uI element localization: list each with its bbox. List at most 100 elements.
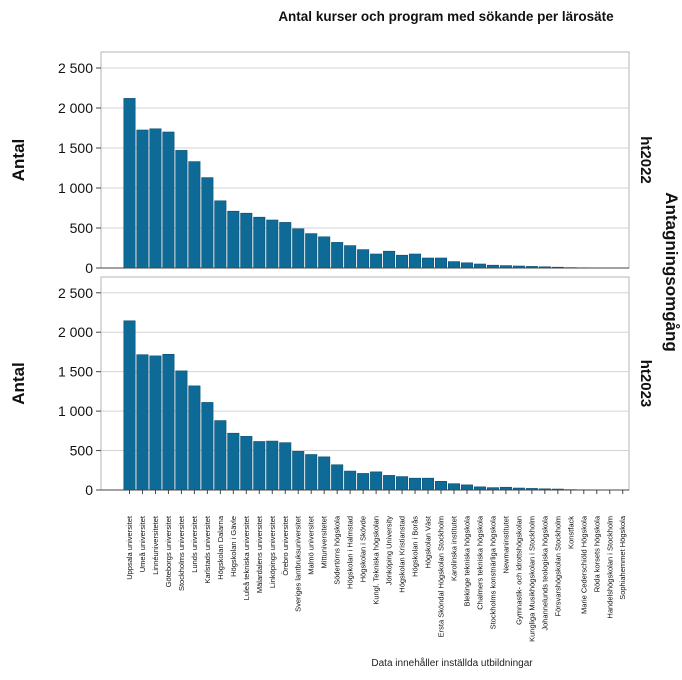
bar: Högskolan Kristianstad: 170 xyxy=(396,477,407,490)
x-tick-label: Chalmers tekniska högskola xyxy=(475,515,484,610)
x-tick-label: Sveriges lantbruksuniversitet xyxy=(294,515,303,612)
bar: Linköpings universitet: 620 xyxy=(267,441,278,490)
bar: Ersta Sköndal Högskolan Stockholm: 110 xyxy=(435,481,446,490)
bar: Kungl. Tekniska högskolan: 230 xyxy=(370,472,381,490)
bar: Göteborgs universitet: 1720 xyxy=(163,354,174,490)
x-tick-label: Högskolan i Gävle xyxy=(229,516,238,577)
bar: Högskolan i Borås: 150 xyxy=(409,478,420,490)
y-axis-label: Antal xyxy=(9,139,28,182)
bar: Umeå universitet: 1715 xyxy=(137,355,148,490)
y-tick-label: 2 000 xyxy=(58,324,93,340)
x-tick-label: Ersta Sköndal Högskolan Stockholm xyxy=(437,516,446,637)
facet-value-label: ht2022 xyxy=(637,136,654,184)
x-tick-label: Örebro universitet xyxy=(281,515,290,576)
bar: Karolinska institutet: 80 xyxy=(448,484,459,490)
x-tick-label: Gymnastik- och idrottshögskolan xyxy=(514,516,523,625)
x-tick-label: Karolinska institutet xyxy=(449,515,458,581)
bar: Mälardalens universitet: 635 xyxy=(254,217,265,268)
bar: Stockholms universitet: 1470 xyxy=(176,150,187,268)
x-tick-label: Blekinge tekniska högskola xyxy=(462,515,471,606)
bar: Stockholms universitet: 1510 xyxy=(176,371,187,490)
x-tick-label: Försvarshögskolan Stockholm xyxy=(553,516,562,616)
bar: Linköpings universitet: 600 xyxy=(267,220,278,268)
x-tick-label: Stockholms konstnärliga högskola xyxy=(488,515,497,629)
bar: Mittuniversitetet: 420 xyxy=(318,457,329,490)
x-tick-label: Mittuniversitetet xyxy=(320,515,329,568)
x-tick-label: Högskolan i Borås xyxy=(411,516,420,577)
bar: Sveriges lantbruksuniversitet: 490 xyxy=(293,229,304,268)
bar: Högskolan Dalarna: 880 xyxy=(215,421,226,490)
x-tick-label: Johannelunds teologiska högskola xyxy=(540,515,549,630)
bar: Kungl. Tekniska högskolan: 175 xyxy=(370,254,381,268)
x-tick-label: Stockholms universitet xyxy=(177,515,186,591)
x-tick-label: Linköpings universitet xyxy=(268,515,277,588)
bar: Blekinge tekniska högskola: 65 xyxy=(461,263,472,268)
x-tick-label: Linnéuniversitetet xyxy=(151,515,160,575)
x-tick-label: Högskolan Dalarna xyxy=(216,515,225,580)
bar: Malmö universitet: 430 xyxy=(306,234,317,268)
chart-title: Antal kurser och program med sökande per… xyxy=(278,9,614,24)
bar: Karolinska institutet: 80 xyxy=(448,262,459,268)
x-tick-label: Södertörns högskola xyxy=(333,515,342,585)
y-tick-label: 0 xyxy=(85,482,93,498)
facet-value-label: ht2023 xyxy=(637,360,654,408)
y-tick-label: 1 500 xyxy=(58,140,93,156)
bar: Luleå tekniska universitet: 685 xyxy=(241,213,252,268)
y-tick-label: 500 xyxy=(70,443,94,459)
x-tick-label: Röda korsets högskola xyxy=(592,515,601,592)
bar: Uppsala universitet: 2120 xyxy=(124,98,135,268)
x-tick-label: Luleå tekniska universitet xyxy=(242,515,251,600)
y-tick-label: 2 500 xyxy=(58,285,93,301)
bar: Mittuniversitetet: 390 xyxy=(318,237,329,268)
y-tick-label: 500 xyxy=(70,220,94,236)
x-tick-label: Göteborgs universitet xyxy=(164,515,173,587)
bar: Blekinge tekniska högskola: 65 xyxy=(461,485,472,490)
bar: Högskolan i Halmstad: 240 xyxy=(344,471,355,490)
x-tick-label: Malmö universitet xyxy=(307,515,316,575)
bar: Örebro universitet: 600 xyxy=(280,443,291,490)
x-tick-label: Mälardalens universitet xyxy=(255,515,264,593)
x-tick-label: Högskolan Väst xyxy=(424,515,433,568)
bar: Chalmers tekniska högskola: 50 xyxy=(474,264,485,268)
y-tick-label: 1 500 xyxy=(58,364,93,380)
x-tick-label: Jönköping University xyxy=(385,516,394,585)
x-tick-label: Högskolan i Halmstad xyxy=(346,516,355,589)
bar: Linnéuniversitetet: 1740 xyxy=(150,129,161,268)
x-tick-label: Lunds universitet xyxy=(190,515,199,573)
bar: Högskolan i Gävle: 720 xyxy=(228,433,239,490)
bar: Örebro universitet: 570 xyxy=(280,222,291,268)
bar: Malmö universitet: 450 xyxy=(306,455,317,491)
bar: Lunds universitet: 1330 xyxy=(189,162,200,268)
x-tick-label: Sophiahemmet Högskola xyxy=(618,515,627,600)
x-tick-label: Uppsala universitet xyxy=(125,515,134,580)
y-tick-label: 1 000 xyxy=(58,180,93,196)
y-axis-label: Antal xyxy=(9,362,28,405)
bar: Ersta Sköndal Högskolan Stockholm: 125 xyxy=(435,258,446,268)
bar: Göteborgs universitet: 1700 xyxy=(163,132,174,268)
bar: Lunds universitet: 1320 xyxy=(189,386,200,490)
bar: Södertörns högskola: 320 xyxy=(331,242,342,268)
bar: Högskolan i Skövde: 230 xyxy=(357,250,368,268)
x-tick-label: Karlstads universitet xyxy=(203,515,212,583)
x-tick-label: Kungl. Tekniska högskolan xyxy=(372,516,381,605)
bar: Högskolan i Halmstad: 280 xyxy=(344,246,355,268)
x-tick-label: Newmaninstitutet xyxy=(501,515,510,573)
bar: Högskolan Kristianstad: 160 xyxy=(396,255,407,268)
facet-axis-label: Antagningsomgång xyxy=(662,192,681,352)
bar: Högskolan i Skövde: 210 xyxy=(357,473,368,490)
bar: Sveriges lantbruksuniversitet: 490 xyxy=(293,451,304,490)
x-tick-label: Handelshögskolan i Stockholm xyxy=(605,516,614,619)
bar: Mälardalens universitet: 615 xyxy=(254,441,265,490)
x-tick-label: Högskolan Kristianstad xyxy=(398,516,407,593)
bar: Linnéuniversitetet: 1700 xyxy=(150,356,161,490)
bar: Uppsala universitet: 2145 xyxy=(124,321,135,490)
bar: Luleå tekniska universitet: 680 xyxy=(241,436,252,490)
bar: Jönköping University: 210 xyxy=(383,251,394,268)
bar: Jönköping University: 185 xyxy=(383,475,394,490)
y-tick-label: 2 500 xyxy=(58,60,93,76)
x-tick-label: Marie Cederschiöld Högskola xyxy=(579,515,588,614)
